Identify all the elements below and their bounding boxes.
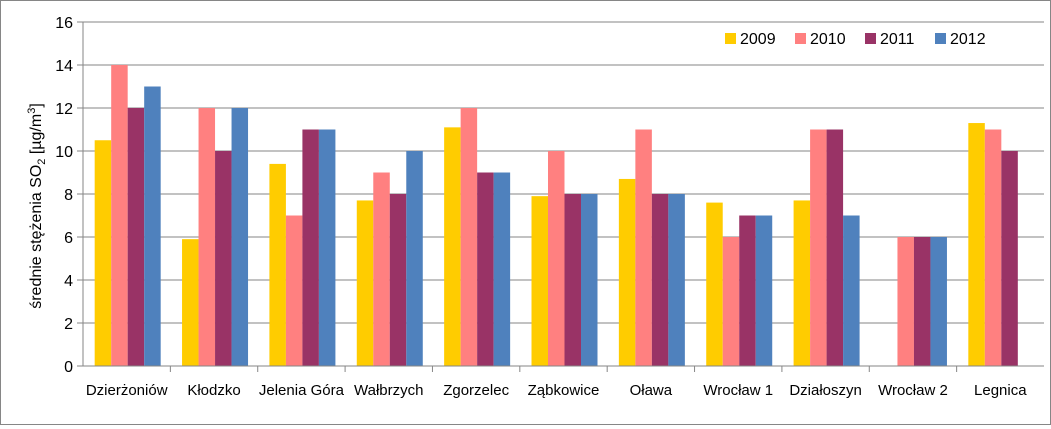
legend-swatch-2011 [865, 33, 876, 44]
axes [77, 21, 1044, 372]
bar-2011-olawa [651, 194, 669, 366]
y-tick-label: 4 [64, 273, 73, 290]
bar-2009-wroclaw-1 [706, 202, 723, 366]
bar-2012-klodzko [231, 108, 249, 366]
legend-swatch-2009 [725, 33, 736, 44]
y-tick-label: 10 [55, 144, 73, 161]
category-label-wroclaw-2: Wrocław 2 [878, 382, 948, 399]
category-label-walbrzych: Wałbrzych [354, 382, 423, 399]
y-axis-title-subscript: 2 [36, 159, 48, 165]
bar-2010-walbrzych [373, 172, 390, 366]
bar-2009-zgorzelec [444, 127, 461, 366]
bar-2012-olawa [668, 194, 685, 366]
y-tick-label: 0 [64, 359, 73, 376]
bar-2010-zgorzelec [460, 108, 478, 366]
y-tick-labels: 0 2 4 6 8 10 12 14 16 [55, 15, 73, 376]
bar-2012-dzialoszyn [843, 215, 860, 366]
y-tick-label: 2 [64, 316, 73, 333]
bar-2009-zabkowice [531, 196, 548, 366]
category-label-jelenia-gora: Jelenia Góra [259, 382, 345, 399]
y-axis-title-unit: [µg/m [28, 114, 45, 159]
bar-2012-wroclaw-2 [930, 237, 947, 366]
bar-2009-dzierzoniow [94, 140, 112, 366]
category-label-zabkowice: Ząbkowice [528, 382, 600, 399]
category-label-wroclaw-1: Wrocław 1 [703, 382, 773, 399]
bar-2011-zabkowice [564, 194, 581, 366]
bar-2011-legnica [1001, 151, 1018, 366]
y-tick-label: 16 [55, 15, 73, 32]
bar-2012-zgorzelec [493, 172, 511, 366]
y-axis-title-superscript: 3 [26, 108, 38, 114]
category-label-olawa: Oława [630, 382, 673, 399]
bar-2009-walbrzych [356, 200, 374, 366]
category-label-klodzko: Kłodzko [187, 382, 240, 399]
bar-2009-dzialoszyn [793, 200, 811, 366]
legend-label-2009: 2009 [740, 31, 776, 48]
bar-2011-wroclaw-2 [913, 237, 931, 366]
bar-2012-jelenia-gora [318, 129, 336, 366]
bar-2012-wroclaw-1 [755, 215, 773, 366]
legend-swatch-2012 [935, 33, 946, 44]
legend: 2009 2010 2011 2012 [725, 31, 986, 48]
bar-2010-zabkowice [548, 151, 565, 366]
bar-2010-wroclaw-1 [722, 237, 740, 366]
bar-2010-wroclaw-2 [897, 237, 914, 366]
bar-2009-klodzko [182, 239, 199, 366]
bar-2009-legnica [968, 123, 985, 366]
bar-2012-zabkowice [581, 194, 598, 366]
bar-2010-olawa [635, 129, 652, 366]
y-tick-label: 12 [55, 101, 73, 118]
bar-2010-dzierzoniow [111, 65, 128, 366]
bar-2010-jelenia-gora [285, 215, 303, 366]
x-category-labels: Dzierżoniów Kłodzko Jelenia Góra Wałbrzych Z… [86, 382, 1027, 399]
bars-group [94, 65, 1018, 366]
y-axis-title-prefix: średnie stężenia SO [28, 165, 45, 309]
y-axis-title: średnie stężenia SO2 [µg/m3] [26, 103, 48, 309]
bar-2011-wroclaw-1 [739, 215, 756, 366]
y-tick-label: 8 [64, 187, 73, 204]
category-label-zgorzelec: Zgorzelec [443, 382, 509, 399]
category-label-legnica: Legnica [974, 382, 1027, 399]
category-label-dzierzoniow: Dzierżoniów [86, 382, 168, 399]
bar-2012-dzierzoniow [144, 86, 161, 366]
bar-2011-klodzko [215, 151, 232, 366]
bar-2011-zgorzelec [477, 172, 494, 366]
bar-2011-dzierzoniow [127, 108, 145, 366]
legend-label-2011: 2011 [880, 31, 915, 48]
bar-2010-klodzko [198, 108, 216, 366]
bar-2010-dzialoszyn [810, 129, 827, 366]
legend-swatch-2010 [795, 33, 806, 44]
bar-2012-walbrzych [406, 151, 423, 366]
legend-label-2012: 2012 [950, 31, 986, 48]
bar-2011-dzialoszyn [826, 129, 844, 366]
bar-2009-jelenia-gora [269, 163, 286, 366]
bar-2011-walbrzych [389, 194, 407, 366]
legend-label-2010: 2010 [810, 31, 846, 48]
y-tick-label: 14 [55, 58, 73, 75]
y-tick-label: 6 [64, 230, 73, 247]
y-axis-title-close: ] [28, 103, 45, 107]
bar-2010-legnica [984, 129, 1002, 366]
bar-2009-olawa [618, 178, 636, 366]
bar-2011-jelenia-gora [302, 129, 319, 366]
category-label-dzialoszyn: Działoszyn [789, 382, 862, 399]
